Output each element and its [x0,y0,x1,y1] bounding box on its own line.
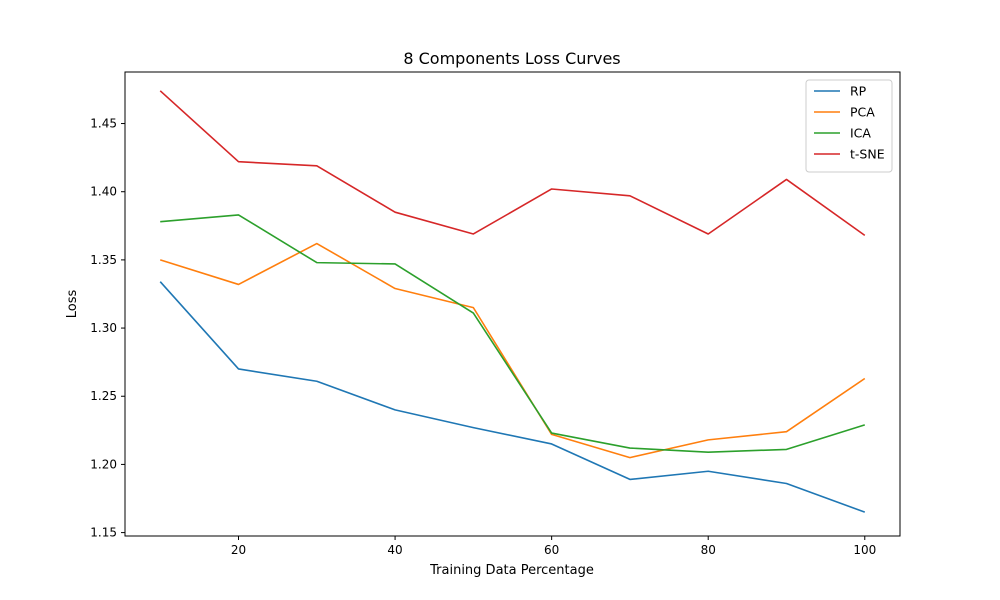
chart-title: 8 Components Loss Curves [403,49,620,68]
x-tick-label: 60 [544,543,559,557]
legend-label-t-sne: t-SNE [850,147,885,162]
y-tick-label: 1.40 [90,185,117,199]
y-tick-label: 1.20 [90,457,117,471]
legend-label-pca: PCA [850,105,875,120]
series-line-rp [159,281,866,513]
series-line-pca [159,242,866,459]
x-axis-label: Training Data Percentage [429,563,594,578]
y-tick-label: 1.15 [90,526,117,540]
y-tick-label: 1.45 [90,117,117,131]
plot-frame [124,71,901,537]
y-axis-label: Loss [65,290,80,319]
y-tick-label: 1.30 [90,321,117,335]
x-tick-label: 100 [853,543,876,557]
series-layer [159,90,866,513]
series-line-t-sne [159,90,866,236]
x-tick-label: 20 [231,543,246,557]
legend: RP PCA ICA t-SNE [805,79,893,173]
legend-box [805,79,893,173]
x-axis: 20 40 60 80 100 [231,536,876,557]
y-tick-label: 1.25 [90,389,117,403]
series-line-ica [160,214,866,453]
plot-area: 20 40 60 80 100 1.15 1.20 1.25 1.30 1.35 1.40 1.45 [90,71,901,557]
legend-label-rp: RP [850,84,867,99]
y-axis: 1.15 1.20 1.25 1.30 1.35 1.40 1.45 [90,117,125,540]
y-tick-label: 1.35 [90,253,117,267]
x-tick-label: 80 [701,543,716,557]
legend-label-ica: ICA [850,126,871,141]
x-tick-label: 40 [387,543,402,557]
